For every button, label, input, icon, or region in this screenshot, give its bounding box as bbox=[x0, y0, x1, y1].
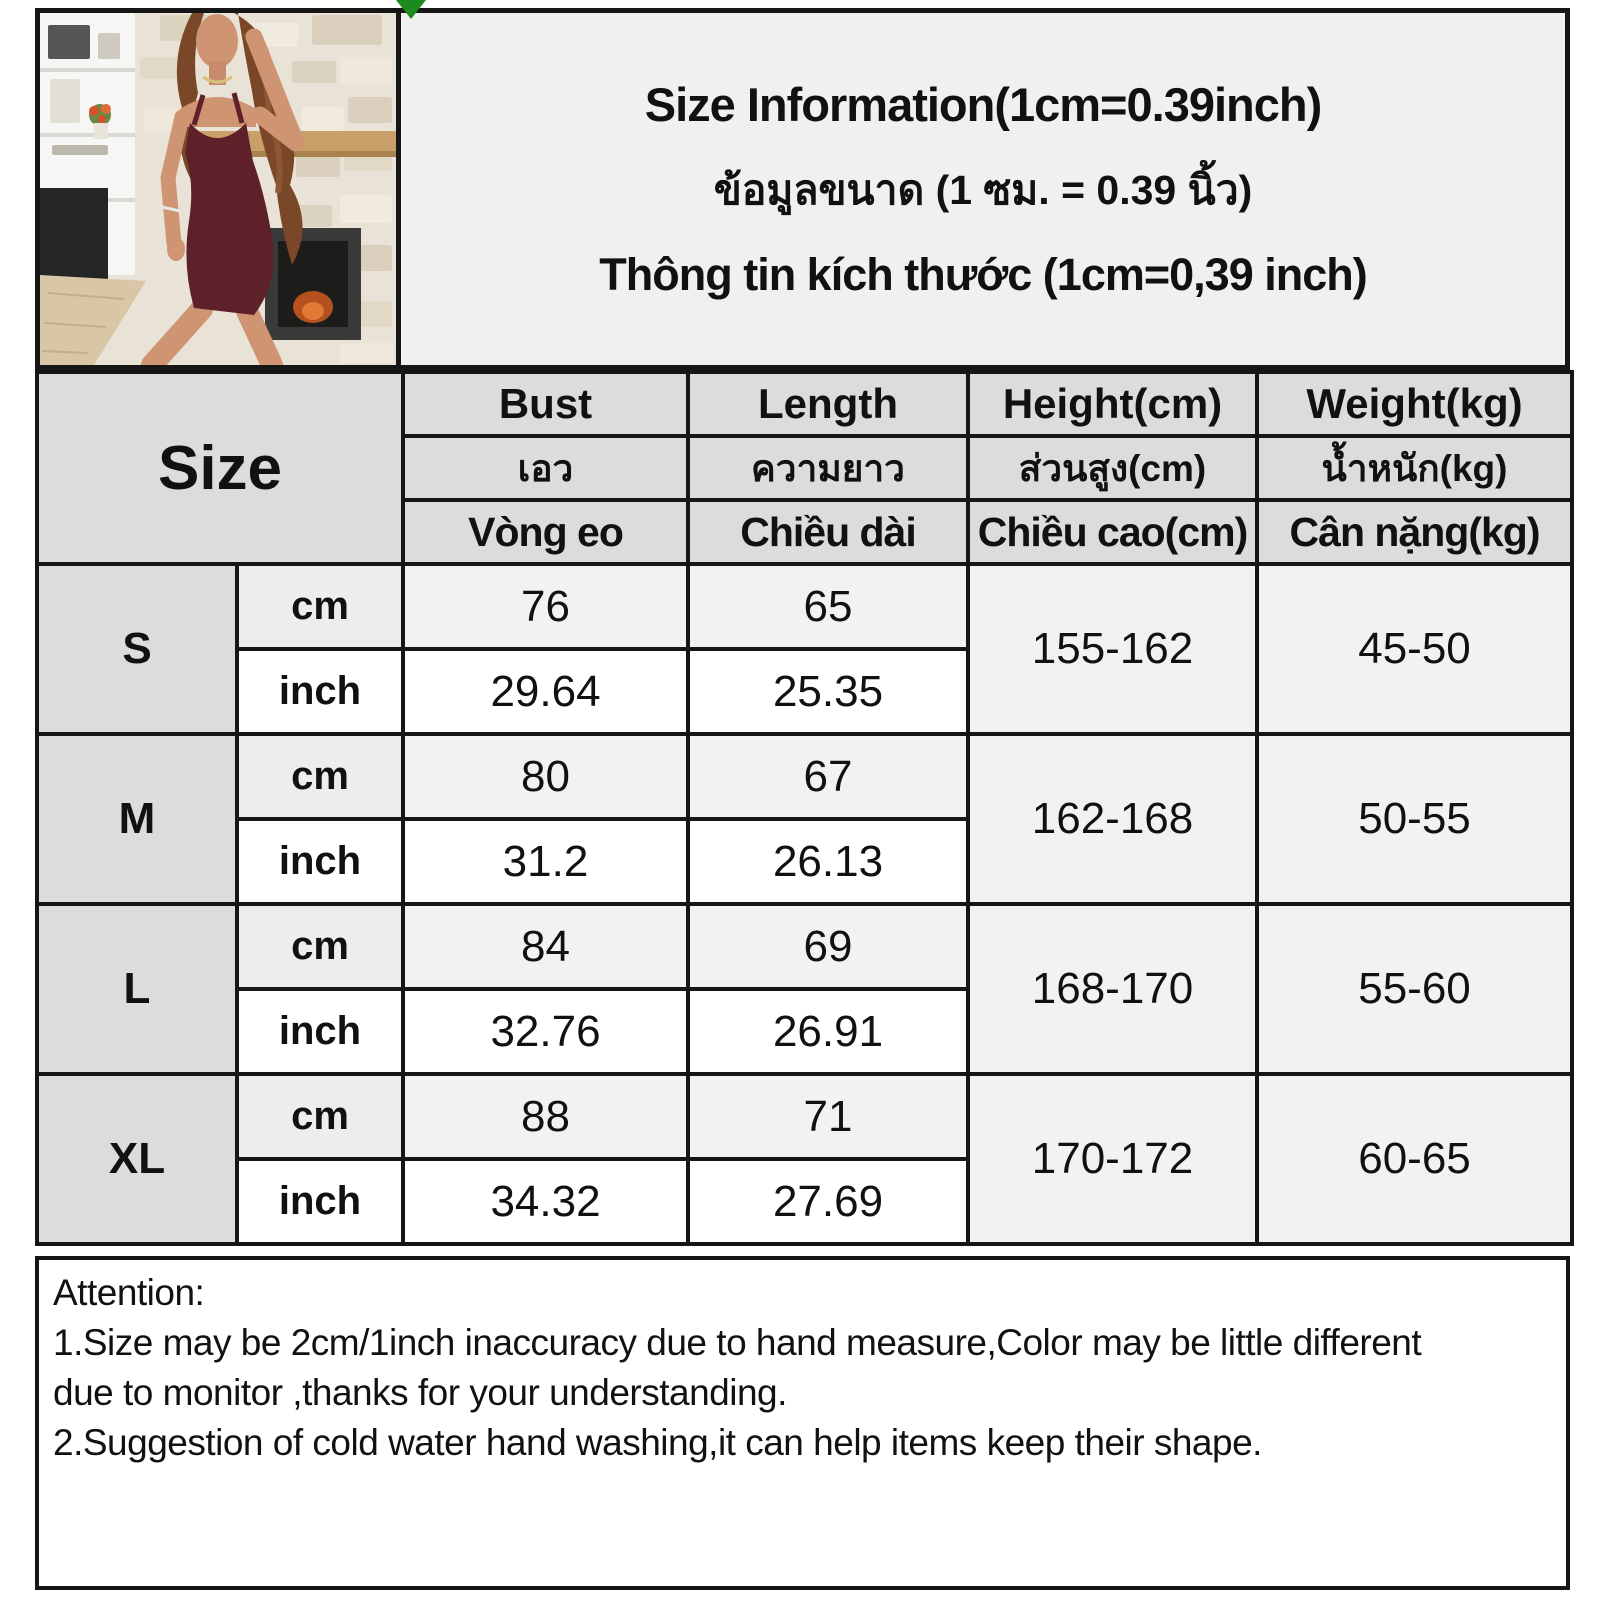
necklace bbox=[202, 75, 233, 84]
col-header-weight-vi: Cân nặng(kg) bbox=[1255, 498, 1574, 566]
row-s-cm: S cm 76 65 155-162 45-50 bbox=[35, 562, 1574, 736]
cell-l-bust-inch: 32.76 bbox=[401, 987, 690, 1076]
unit-cm-s: cm bbox=[235, 562, 405, 651]
col-header-bust-en: Bust bbox=[401, 370, 690, 438]
cell-m-length-inch: 26.13 bbox=[686, 817, 970, 906]
col-header-weight-th: น้ำหนัก(kg) bbox=[1255, 434, 1574, 502]
unit-inch-xl: inch bbox=[235, 1157, 405, 1246]
product-photo bbox=[35, 8, 401, 370]
product-photo-illustration bbox=[40, 13, 396, 365]
row-m-inch: inch 31.2 26.13 bbox=[37, 817, 1572, 906]
unit-cm-xl: cm bbox=[235, 1072, 405, 1161]
cell-l-weight: 55-60 bbox=[1255, 902, 1574, 1076]
cell-s-length-inch: 25.35 bbox=[686, 647, 970, 736]
col-header-length-th: ความยาว bbox=[686, 434, 970, 502]
cell-s-length-cm: 65 bbox=[686, 562, 970, 651]
model-right-leg bbox=[236, 300, 283, 365]
unit-inch-l: inch bbox=[235, 987, 405, 1076]
bracelet bbox=[161, 205, 181, 213]
size-information-panel: Size Information(1cm=0.39inch) ข้อมูลขนา… bbox=[396, 8, 1570, 370]
col-header-length-en: Length bbox=[686, 370, 970, 438]
col-header-height-th: ส่วนสูง(cm) bbox=[966, 434, 1259, 502]
cell-xl-bust-cm: 88 bbox=[401, 1072, 690, 1161]
col-header-length-vi: Chiều dài bbox=[686, 498, 970, 566]
row-m-cm: M cm 80 67 162-168 50-55 bbox=[35, 732, 1574, 906]
size-label-xl: XL bbox=[35, 1072, 239, 1246]
cell-s-weight: 45-50 bbox=[1255, 562, 1574, 736]
header-row-english: Size Bust Length Height(cm) Weight(kg) bbox=[35, 370, 1574, 566]
fireplace bbox=[265, 228, 361, 340]
model-neck bbox=[209, 61, 226, 85]
title-vietnamese: Thông tin kích thước (1cm=0,39 inch) bbox=[599, 249, 1367, 300]
unit-cm-m: cm bbox=[235, 732, 405, 821]
cell-m-bust-cm: 80 bbox=[401, 732, 690, 821]
title-english: Size Information(1cm=0.39inch) bbox=[644, 78, 1322, 131]
attention-line-2: due to monitor ,thanks for your understa… bbox=[53, 1372, 787, 1413]
size-corner-header: Size bbox=[35, 370, 405, 566]
unit-cm-l: cm bbox=[235, 902, 405, 991]
attention-title: Attention: bbox=[53, 1272, 205, 1313]
cell-s-height: 155-162 bbox=[966, 562, 1259, 736]
cell-l-length-cm: 69 bbox=[686, 902, 970, 991]
flower-vase bbox=[89, 104, 111, 139]
model-figure bbox=[141, 13, 305, 365]
cell-s-bust-cm: 76 bbox=[401, 562, 690, 651]
cell-l-bust-cm: 84 bbox=[401, 902, 690, 991]
size-label-l: L bbox=[35, 902, 239, 1076]
col-header-height-en: Height(cm) bbox=[966, 370, 1259, 438]
col-header-weight-en: Weight(kg) bbox=[1255, 370, 1574, 438]
row-l-cm: L cm 84 69 168-170 55-60 bbox=[35, 902, 1574, 1076]
cell-s-bust-inch: 29.64 bbox=[401, 647, 690, 736]
model-left-arm bbox=[160, 109, 190, 251]
model-raised-arm bbox=[245, 28, 305, 152]
title-thai: ข้อมูลขนาด (1 ซม. = 0.39 นิ้ว) bbox=[713, 167, 1253, 213]
unit-inch-m: inch bbox=[235, 817, 405, 906]
row-xl-cm: XL cm 88 71 170-172 60-65 bbox=[35, 1072, 1574, 1246]
cell-xl-weight: 60-65 bbox=[1255, 1072, 1574, 1246]
cell-l-length-inch: 26.91 bbox=[686, 987, 970, 1076]
burgundy-dress bbox=[167, 92, 274, 315]
cell-m-bust-inch: 31.2 bbox=[401, 817, 690, 906]
cell-xl-bust-inch: 34.32 bbox=[401, 1157, 690, 1246]
row-xl-inch: inch 34.32 27.69 bbox=[37, 1157, 1572, 1246]
attention-line-3: 2.Suggestion of cold water hand washing,… bbox=[53, 1422, 1262, 1463]
attention-line-1: 1.Size may be 2cm/1inch inaccuracy due t… bbox=[53, 1322, 1422, 1363]
model-face bbox=[196, 14, 238, 68]
wood-floor bbox=[40, 275, 146, 365]
cell-xl-length-inch: 27.69 bbox=[686, 1157, 970, 1246]
top-section: Size Information(1cm=0.39inch) ข้อมูลขนา… bbox=[35, 8, 1570, 370]
col-header-height-vi: Chiều cao(cm) bbox=[966, 498, 1259, 566]
cell-xl-length-cm: 71 bbox=[686, 1072, 970, 1161]
cell-m-length-cm: 67 bbox=[686, 732, 970, 821]
cell-l-height: 168-170 bbox=[966, 902, 1259, 1076]
attention-notes: Attention: 1.Size may be 2cm/1inch inacc… bbox=[35, 1256, 1570, 1590]
cell-xl-height: 170-172 bbox=[966, 1072, 1259, 1246]
size-label-m: M bbox=[35, 732, 239, 906]
unit-inch-s: inch bbox=[235, 647, 405, 736]
size-table: Size Bust Length Height(cm) Weight(kg) เ… bbox=[35, 370, 1574, 1246]
col-header-bust-vi: Vòng eo bbox=[401, 498, 690, 566]
green-corner-marker bbox=[396, 0, 426, 19]
cell-m-weight: 50-55 bbox=[1255, 732, 1574, 906]
col-header-bust-th: เอว bbox=[401, 434, 690, 502]
header-row-vietnamese: Vòng eo Chiều dài Chiều cao(cm) Cân nặng… bbox=[37, 498, 1574, 566]
cell-m-height: 162-168 bbox=[966, 732, 1259, 906]
row-l-inch: inch 32.76 26.91 bbox=[37, 987, 1572, 1076]
header-row-thai: เอว ความยาว ส่วนสูง(cm) น้ำหนัก(kg) bbox=[37, 434, 1574, 502]
model-left-leg bbox=[141, 298, 213, 365]
row-s-inch: inch 29.64 25.35 bbox=[37, 647, 1572, 736]
size-label-s: S bbox=[35, 562, 239, 736]
